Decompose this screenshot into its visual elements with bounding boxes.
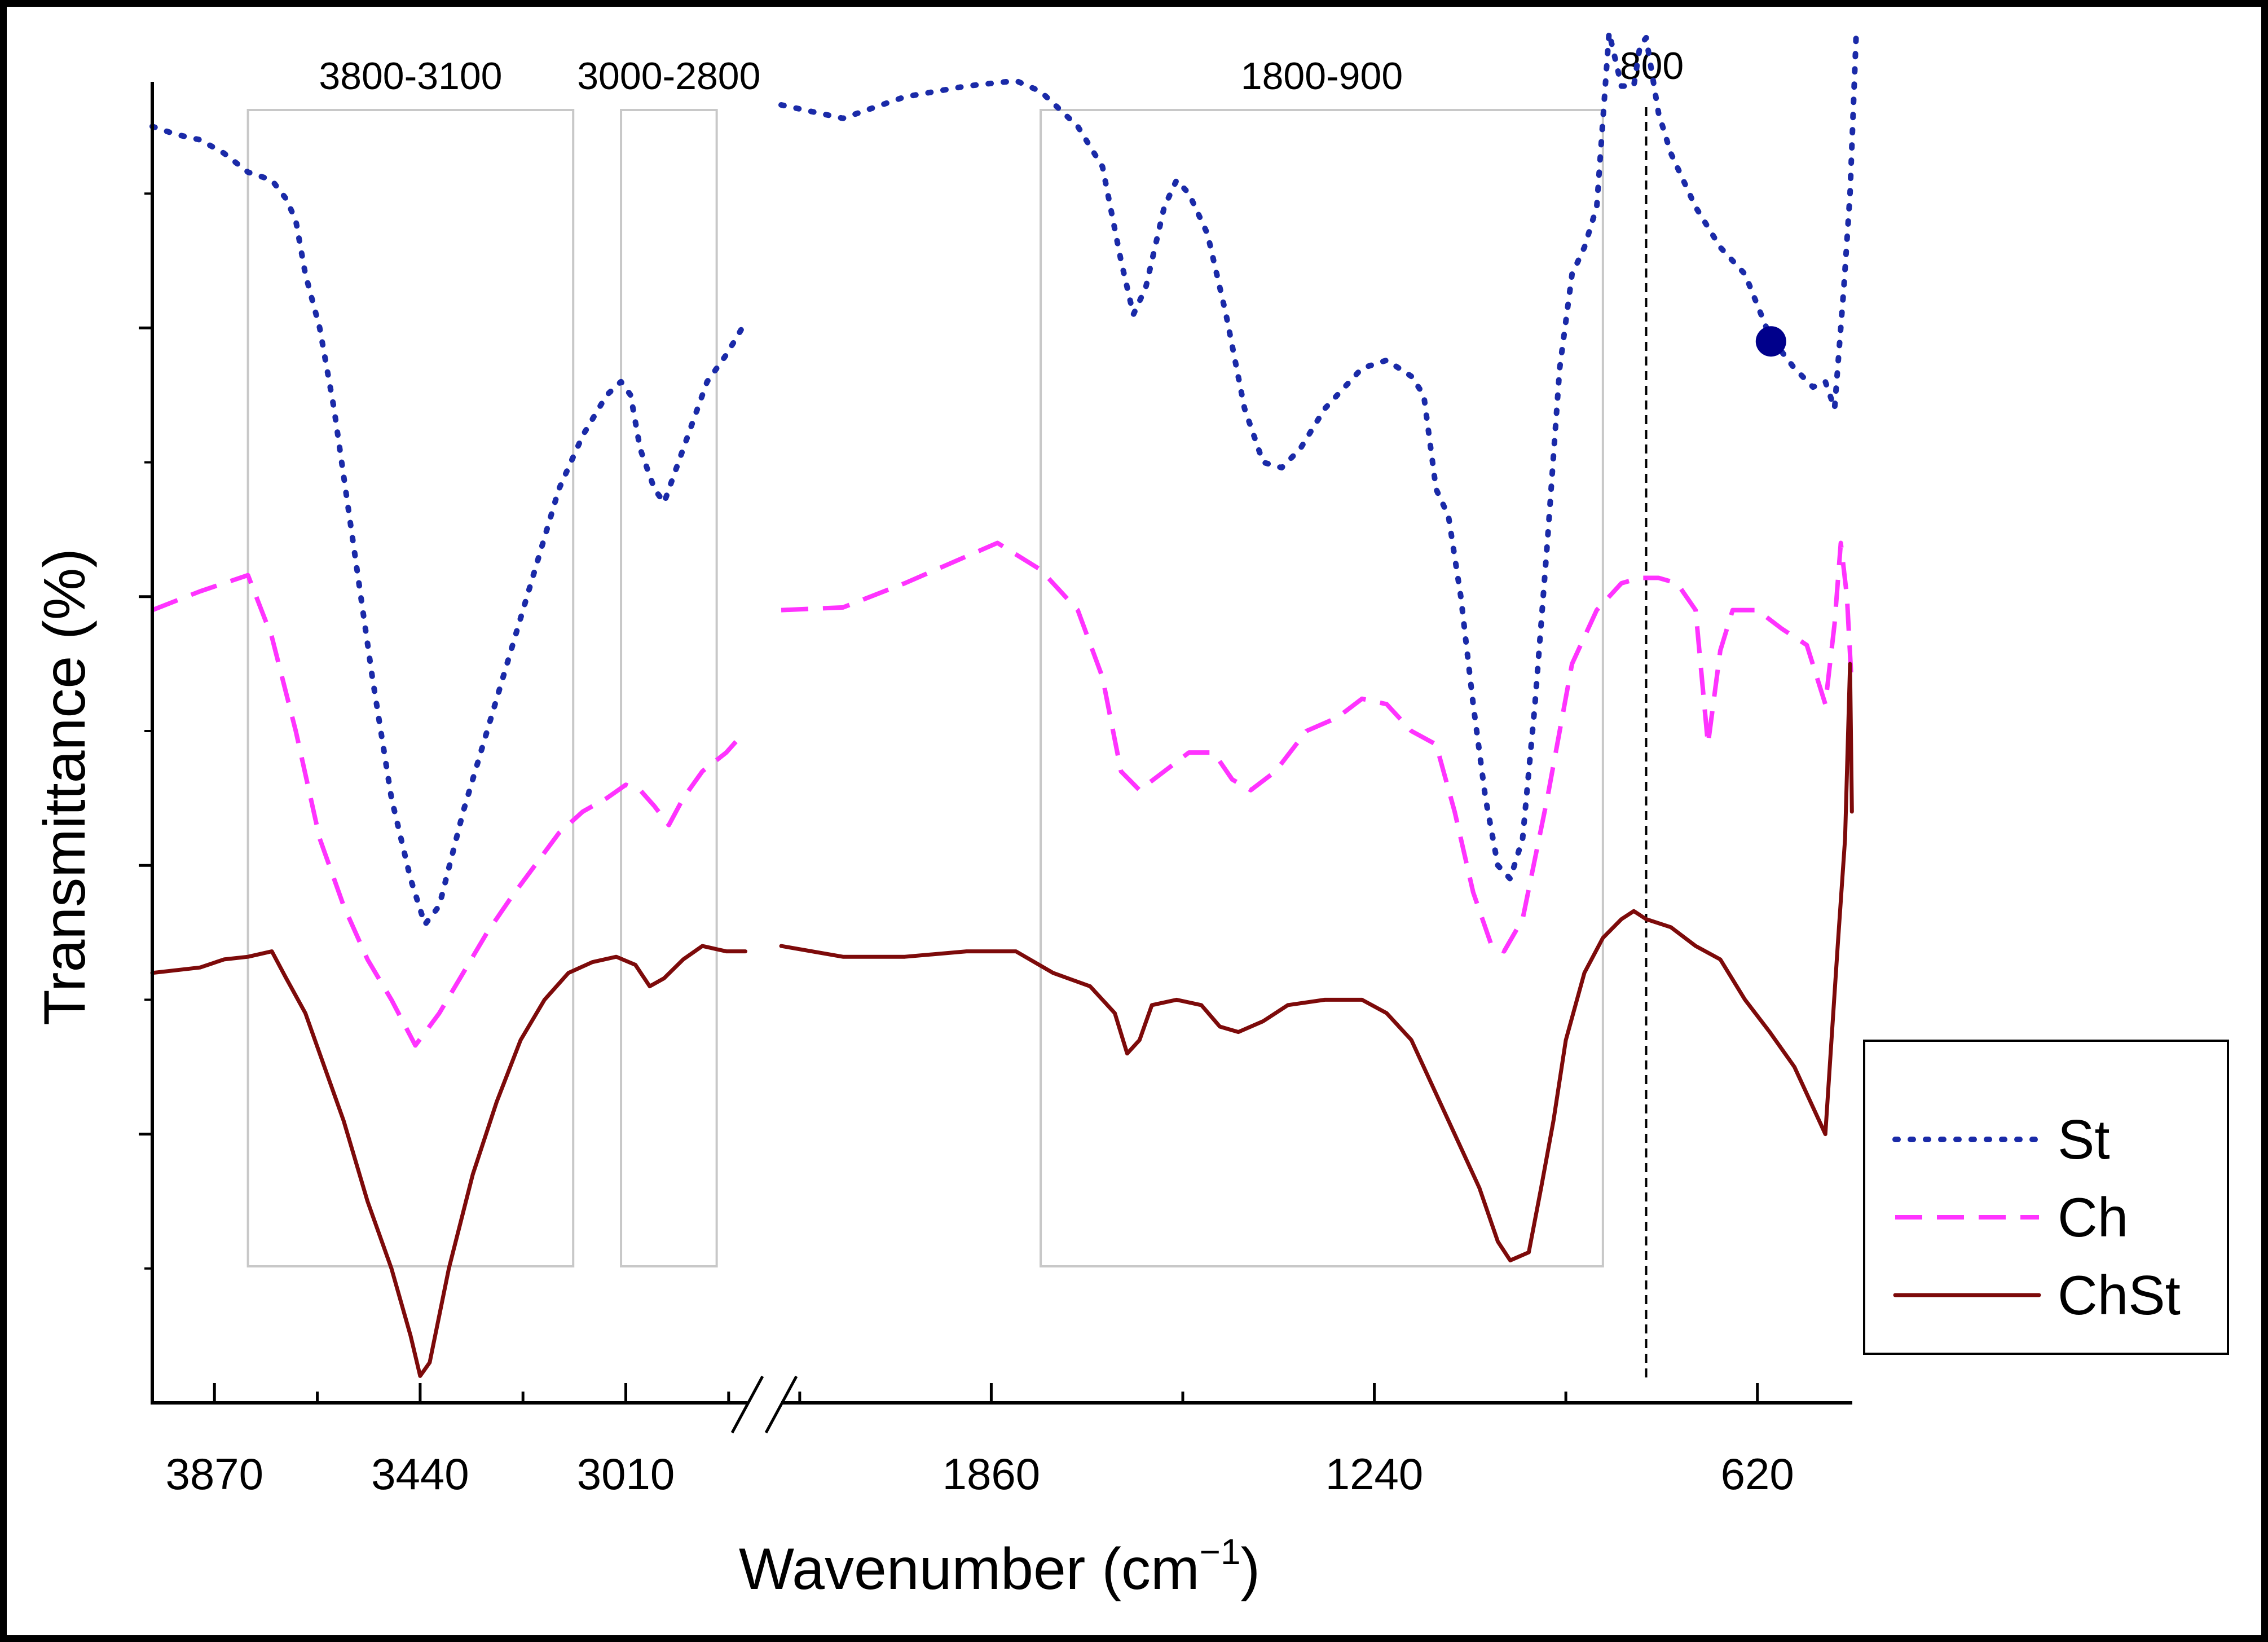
legend-label-st: St [2058, 1108, 2110, 1170]
series-chst-line-2 [779, 662, 1854, 1262]
x-axis-title-close: ) [1241, 1537, 1261, 1602]
x-axis-title: Wavenumber (cm−1) [739, 1531, 1260, 1602]
legend: St Ch ChSt [1863, 1040, 2229, 1355]
x-ticks: 3870 3440 3010 1860 1240 620 [165, 1383, 1794, 1499]
x-tick-label: 3870 [165, 1449, 263, 1499]
x-tick-label: 1860 [943, 1449, 1041, 1499]
legend-label-chst: ChSt [2058, 1264, 2181, 1326]
st-annotation-point [1755, 326, 1786, 357]
legend-box [1863, 1040, 2229, 1355]
x-axis-title-superscript: −1 [1200, 1531, 1241, 1572]
y-ticks [139, 192, 152, 1270]
region-box-2 [620, 109, 718, 1267]
series-st-line-1 [149, 124, 748, 927]
x-tick-label: 3010 [577, 1449, 675, 1499]
x-tick-label: 3440 [371, 1449, 469, 1499]
region-label-2: 3000-2800 [577, 55, 760, 98]
region-box-3 [1040, 109, 1604, 1267]
region-box-1 [246, 109, 575, 1267]
axis-break-mark-1 [730, 1375, 764, 1434]
legend-label-ch: Ch [2058, 1186, 2128, 1248]
y-axis-title: Transmittance (%) [32, 548, 98, 1025]
axis-break-mark-2 [764, 1375, 798, 1434]
series-layer [149, 29, 1859, 1378]
series-ch-line-2 [781, 540, 1854, 954]
x-axis-title-main: Wavenumber (cm [739, 1537, 1200, 1602]
series-chst-line-1 [150, 944, 747, 1378]
x-tick-label: 1240 [1325, 1449, 1424, 1499]
series-ch-line-1 [151, 573, 747, 1048]
region-label-3: 1800-900 [1241, 55, 1403, 98]
series-st-line-2 [778, 29, 1859, 882]
region-label-1: 3800-3100 [319, 55, 502, 98]
highlight-regions: 3800-3100 3000-2800 1800-900 [246, 55, 1604, 1267]
x-tick-label: 620 [1721, 1449, 1794, 1499]
axes [151, 82, 1852, 1434]
